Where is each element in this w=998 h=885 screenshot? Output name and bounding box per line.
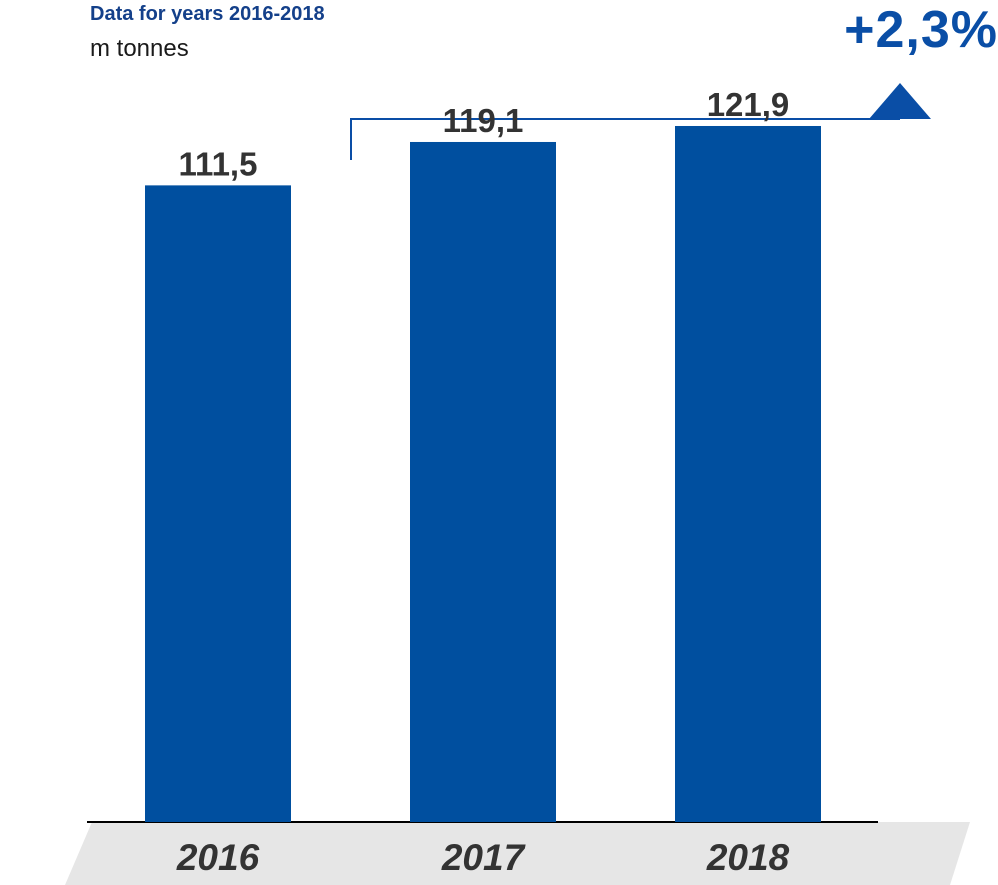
data-label-2018: 121,9: [707, 86, 790, 123]
bar-2017: [410, 141, 556, 822]
category-label-2016: 2016: [176, 837, 260, 878]
data-label-2016: 111,5: [179, 145, 258, 182]
chart-title: Data for years 2016-2018: [90, 3, 325, 25]
bar-2016: [145, 185, 291, 822]
bar-2018: [675, 125, 821, 822]
data-label-2017: 119,1: [443, 102, 524, 139]
growth-arrow-icon: [869, 83, 931, 119]
growth-annotation: +2,3%: [844, 1, 998, 59]
chart-unit-label: m tonnes: [90, 35, 189, 62]
category-axis-band: [65, 822, 970, 885]
category-label-2017: 2017: [441, 837, 527, 878]
growth-bracket: [350, 118, 900, 160]
category-label-2018: 2018: [706, 837, 790, 878]
